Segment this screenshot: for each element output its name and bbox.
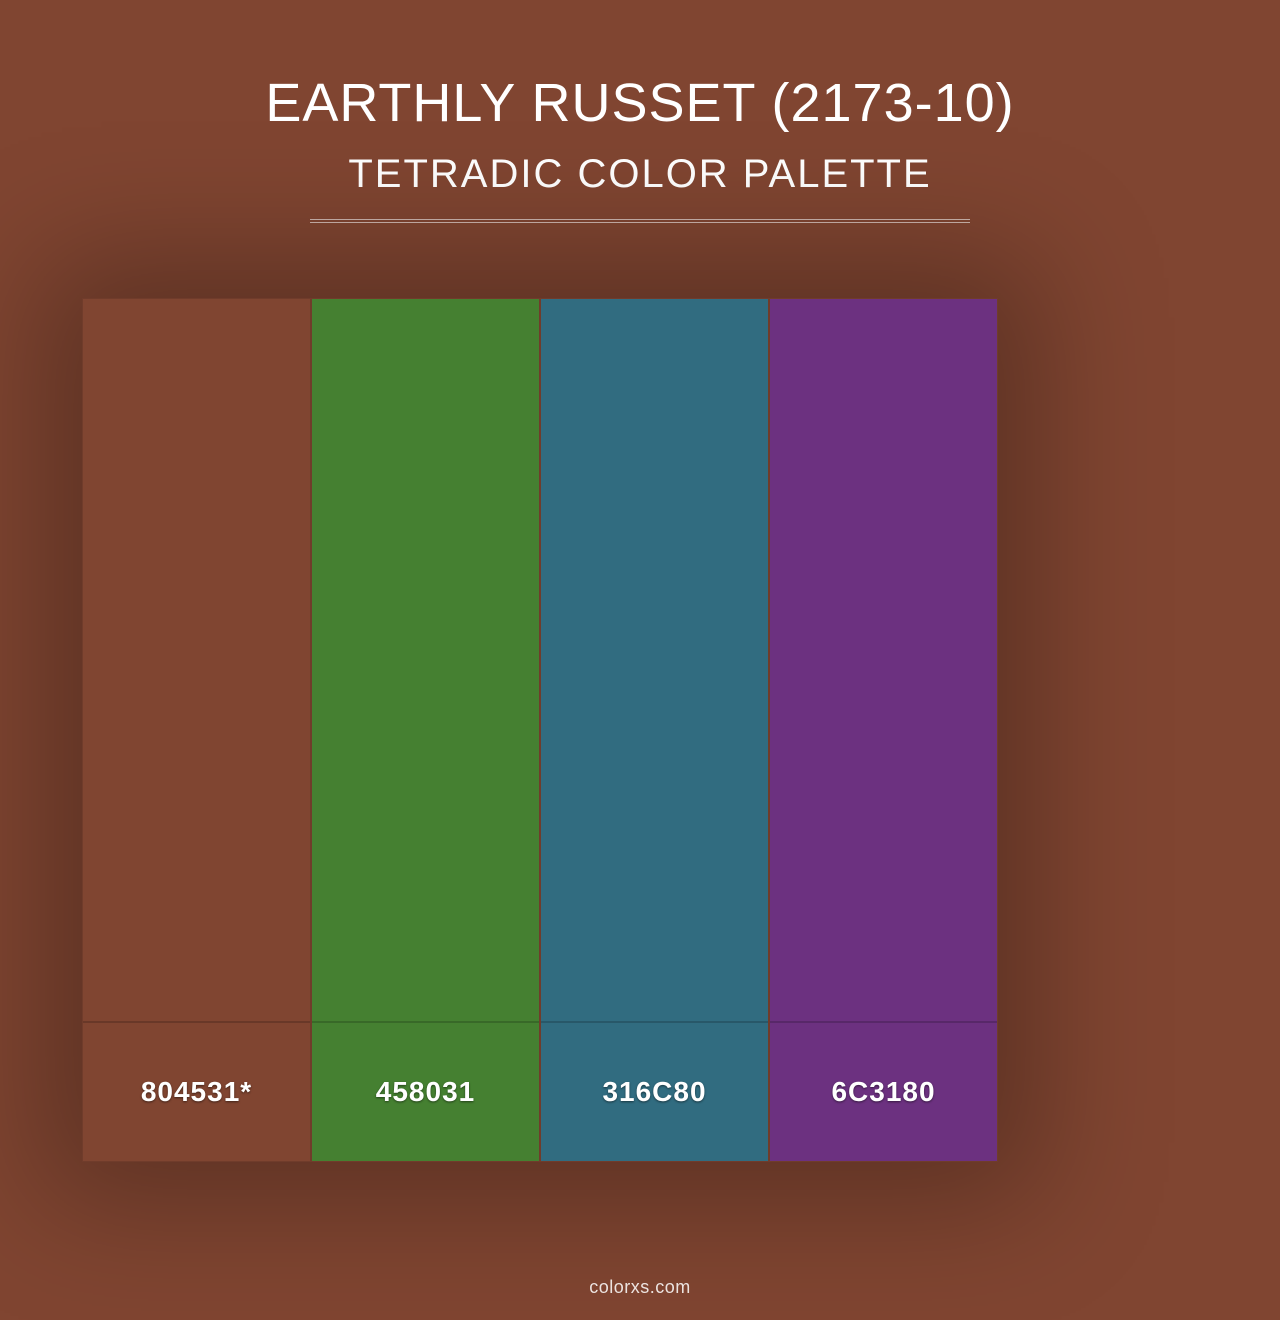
swatch-color: [541, 299, 768, 1023]
swatch-color: [83, 299, 310, 1023]
swatch-column: 458031: [311, 298, 540, 1162]
swatch-column: 6C3180: [769, 298, 998, 1162]
swatch-column: 804531*: [82, 298, 311, 1162]
footer-attribution: colorxs.com: [0, 1277, 1280, 1298]
swatch-color: [312, 299, 539, 1023]
palette-container: 804531* 458031 316C80 6C3180: [82, 298, 998, 1162]
swatch-label: 316C80: [541, 1023, 768, 1161]
palette-row: 804531* 458031 316C80 6C3180: [82, 298, 998, 1162]
swatch-label: 6C3180: [770, 1023, 997, 1161]
page-subtitle: TETRADIC COLOR PALETTE: [0, 152, 1280, 197]
header: EARTHLY RUSSET (2173-10) TETRADIC COLOR …: [0, 0, 1280, 223]
swatch-label: 458031: [312, 1023, 539, 1161]
header-divider: [310, 219, 970, 223]
swatch-label: 804531*: [83, 1023, 310, 1161]
swatch-column: 316C80: [540, 298, 769, 1162]
page-title: EARTHLY RUSSET (2173-10): [0, 72, 1280, 134]
swatch-color: [770, 299, 997, 1023]
